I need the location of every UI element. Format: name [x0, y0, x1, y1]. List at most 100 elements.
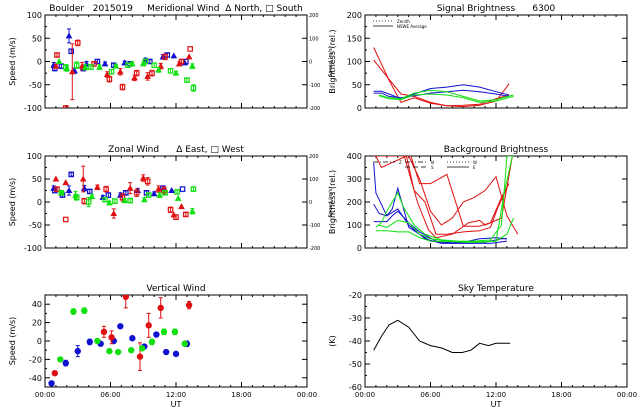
data-point [185, 301, 193, 309]
data-point-triangle [112, 62, 120, 69]
data-point-square [144, 178, 151, 185]
data-point-square [178, 58, 185, 65]
plot-area [373, 319, 511, 353]
series-blue-1 [373, 162, 507, 243]
y-tick-label: 0 [357, 244, 362, 253]
data-point-triangle [178, 203, 185, 210]
data-point-square [142, 58, 149, 65]
y-tick-label: 20 [32, 319, 42, 328]
data-point-square [91, 61, 97, 67]
series-blue-east [50, 184, 175, 200]
y-axis-label: Speed (m/s) [8, 178, 17, 227]
series-red-1 [373, 156, 510, 227]
data-point-triangle [52, 62, 60, 69]
data-point-triangle [88, 192, 96, 199]
plot-area [50, 165, 197, 223]
legend-label: S [431, 165, 434, 170]
y-tick-label: -20 [349, 291, 362, 300]
series-green-3 [377, 217, 514, 243]
data-point-square [162, 190, 168, 196]
series-red [51, 295, 193, 377]
data-point-triangle [78, 62, 86, 69]
data-point-square [167, 207, 174, 213]
data-point-triangle [106, 199, 113, 206]
data-point-triangle [68, 68, 76, 75]
series-line [373, 204, 507, 244]
data-point-square [112, 198, 118, 204]
plot-area [373, 47, 514, 108]
data-point-triangle [62, 179, 70, 186]
data-point-square [179, 186, 186, 192]
data-point-triangle [189, 62, 196, 69]
data-point-square [187, 46, 193, 52]
data-point-triangle [80, 184, 88, 191]
y-tick-label: -60 [349, 383, 362, 392]
data-point-square [174, 189, 180, 195]
data-point-square [62, 216, 69, 223]
y-tick-label: 0 [37, 198, 42, 207]
series-line [373, 89, 510, 99]
data-point-square [54, 186, 60, 192]
data-point [114, 348, 122, 356]
right-y-tick-label: 100 [309, 36, 319, 42]
data-point [157, 304, 164, 312]
y-tick-label: -50 [29, 221, 42, 230]
series-line [375, 156, 508, 235]
data-point [51, 370, 59, 377]
y-tick-label: 300 [347, 175, 362, 184]
legend-label: N [431, 160, 434, 165]
data-point-triangle [126, 184, 134, 191]
y-tick-label: -20 [29, 355, 42, 364]
data-point [145, 322, 152, 329]
data-point [181, 340, 188, 347]
data-point-square [133, 70, 140, 76]
data-point [171, 328, 179, 335]
plot-frame [364, 294, 628, 388]
series-temperature [373, 319, 511, 353]
series-line [377, 217, 514, 243]
data-point [106, 347, 113, 355]
series-green-west [58, 186, 197, 208]
y-tick-label: 100 [347, 221, 362, 230]
right-y-tick-label: 0 [309, 60, 312, 66]
data-point [86, 338, 93, 346]
data-point-triangle [79, 175, 87, 182]
data-point-square [190, 186, 197, 192]
y-tick-label: 0 [357, 104, 362, 113]
legend-label: E [473, 165, 476, 170]
chart-title: Vertical Wind [146, 284, 205, 294]
data-point [129, 335, 136, 342]
data-point-triangle [52, 175, 60, 182]
x-axis-label: UT [491, 400, 502, 409]
right-y-tick-label: 200 [309, 154, 319, 160]
data-point [62, 359, 69, 367]
right-y-tick-label: -200 [309, 106, 320, 112]
data-point [162, 348, 170, 356]
series-line [378, 156, 513, 239]
vertical-plot: Vertical Wind 40 20 0 -20 -40 Speed (m/s) 00:00… [8, 284, 317, 409]
series-line [379, 89, 514, 102]
series-blue-avg [373, 89, 510, 99]
zonal-plot: Zonal Wind Δ East, □ West 100 50 0 -50 -100 20… [8, 145, 334, 253]
x-tick-label: 00:00 [617, 391, 637, 399]
series-line [373, 156, 510, 227]
y-tick-label: 50 [32, 34, 42, 43]
data-point-square [102, 196, 108, 203]
right-y-tick-label: 100 [309, 177, 319, 183]
y-tick-label: 200 [347, 198, 362, 207]
data-point-square [62, 105, 69, 108]
plot-frame [44, 14, 308, 109]
data-point [128, 347, 135, 354]
y-tick-label: -40 [349, 337, 362, 346]
x-tick-label: 12:00 [166, 391, 186, 399]
series-green-1 [375, 156, 514, 242]
data-point [57, 356, 64, 363]
series-red-2 [375, 156, 508, 235]
plot-area [48, 295, 193, 387]
y-tick-label: -40 [29, 374, 42, 383]
data-point-square [103, 186, 109, 192]
legend-label: Zenith [397, 19, 410, 24]
chart-title: Background Brightness [444, 145, 549, 155]
legend-label: W [473, 160, 477, 165]
